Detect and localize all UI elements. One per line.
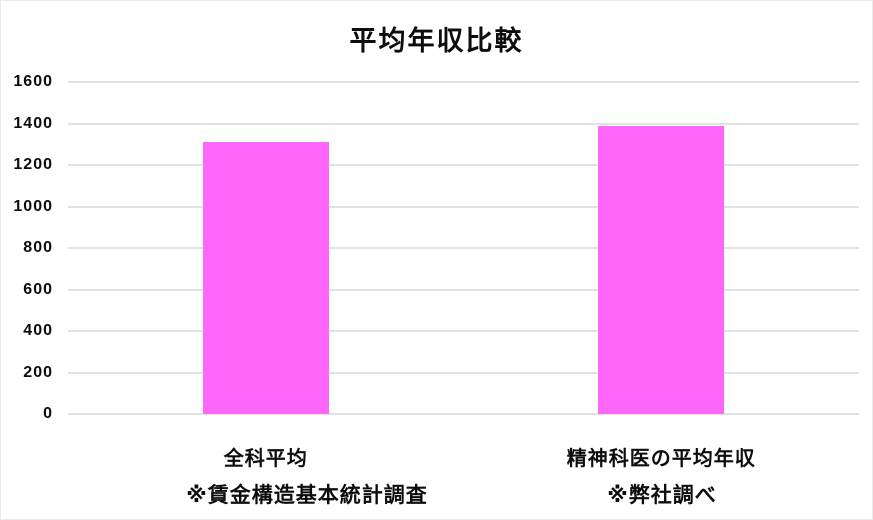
gridline: [68, 205, 859, 208]
x-label-seishinkai: 精神科医の平均年収: [566, 448, 756, 470]
gridline: [68, 413, 859, 415]
x-axis-labels: 全科平均 精神科医の平均年収: [68, 442, 859, 471]
gridline: [68, 164, 859, 166]
y-tick-label: 1600: [13, 73, 53, 90]
y-tick-label: 0: [43, 405, 53, 422]
y-axis: 0 200 400 600 800 1000 1200 1400 1600: [1, 73, 53, 422]
plot-area: [68, 81, 859, 415]
y-tick-label: 1200: [13, 156, 53, 173]
y-tick-label: 800: [23, 239, 53, 256]
gridline: [68, 247, 859, 249]
x-label-zenka-heikin: 全科平均: [223, 448, 308, 470]
bar-slot-zenka-heikin: [68, 82, 464, 414]
y-tick-label: 600: [23, 280, 53, 298]
bar-slot-seishinkai: [464, 82, 860, 414]
footnote-company-research: ※弊社調べ: [607, 484, 717, 507]
y-tick-label: 1400: [13, 114, 53, 132]
bar-group: [68, 82, 859, 414]
gridline: [68, 371, 859, 374]
gridline: [68, 122, 859, 125]
y-tick-label: 400: [23, 322, 53, 339]
gridline: [68, 288, 859, 291]
y-tick-label: 200: [23, 363, 53, 381]
gridline: [68, 330, 859, 332]
gridline: [68, 81, 859, 83]
bar-zenka-heikin: [202, 142, 329, 414]
footnote-wage-survey: ※賃金構造基本統計調査: [186, 484, 428, 507]
y-tick-label: 1000: [13, 197, 53, 215]
chart-title: 平均年収比較: [349, 26, 524, 56]
bar-seishinkai-heikin-nenshu: [598, 125, 725, 414]
